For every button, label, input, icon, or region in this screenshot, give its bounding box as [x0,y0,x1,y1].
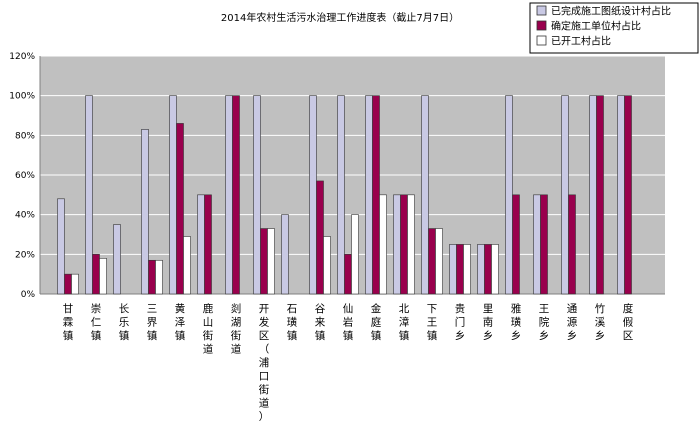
x-category-label: 贵门乡 [455,302,466,342]
bars [57,95,632,295]
bar [421,95,429,295]
legend-swatch [536,20,547,31]
bar [400,194,408,295]
x-category-label: 下王镇 [427,303,438,342]
bar [99,257,107,295]
bar [449,244,457,295]
chart-title: 2014年农村生活污水治理工作进度表（截止7月7日） [221,11,459,24]
bar [463,244,471,295]
bar [337,95,345,295]
bar [505,95,513,295]
bar [316,180,324,295]
bar [533,194,541,295]
bar [596,95,604,295]
bar [169,95,177,295]
x-category-label: 雅璜乡 [511,302,522,342]
x-category-label: 开发区（浦口街道） [259,303,270,423]
legend-label: 已开工村占比 [551,35,611,48]
bar [85,95,93,295]
x-category-label: 北漳镇 [399,303,410,342]
bar [379,194,387,295]
bar [393,194,401,295]
x-category-label: 度假区 [623,302,634,342]
x-category-label: 通源乡 [567,303,578,342]
x-category-label: 谷来镇 [315,303,326,342]
legend-swatch [536,35,547,46]
bar [435,228,443,295]
x-category-label: 里南乡 [483,303,494,342]
x-category-label: 鹿山街道 [203,302,214,356]
bar [351,214,359,295]
bar [183,236,191,295]
bar [456,244,464,295]
legend-box [529,2,699,54]
bar [477,244,485,295]
legend-label: 确定施工单位村占比 [551,20,641,33]
x-category-label: 仙岩镇 [343,302,354,342]
x-category-label: 剡湖街道 [231,302,242,356]
bar [428,228,436,295]
bar [365,95,373,295]
bar [64,273,72,295]
bar [71,273,79,295]
bar [540,194,548,295]
x-category-label: 王院乡 [539,303,550,342]
y-tick-label: 0% [21,290,36,300]
bar [176,123,184,295]
bar [484,244,492,295]
bar [281,214,289,295]
bar [113,224,121,295]
bar [267,228,275,295]
bar [141,129,149,295]
bar [57,198,65,295]
bar [148,259,156,295]
y-tick-label: 100% [9,92,35,102]
legend-label: 已完成施工图纸设计村占比 [551,5,671,18]
bar [512,194,520,295]
bar [589,95,597,295]
bar [204,194,212,295]
legend-swatch [536,5,547,16]
bar [372,95,380,295]
x-category-label: 三界镇 [147,303,158,342]
bar [309,95,317,295]
bar [92,254,100,295]
bar [260,228,268,295]
x-axis: 甘霖镇 崇仁镇 长乐镇 三界镇 黄泽镇 鹿山街道 剡湖街道 开发区（浦口街道） 石璜镇 谷来镇 仙岩… [63,302,634,423]
x-category-label: 石璜镇 [287,303,298,342]
y-tick-label: 40% [15,211,35,221]
y-tick-label: 80% [15,131,35,141]
bar [323,236,331,295]
bar [624,95,632,295]
x-category-label: 崇仁镇 [91,303,102,342]
bar [491,244,499,295]
bar [561,95,569,295]
bar [197,194,205,295]
bar [344,254,352,295]
x-category-label: 金庭镇 [371,302,382,342]
x-category-label: 甘霖镇 [63,302,74,342]
y-tick-label: 20% [15,250,35,260]
bar [225,95,233,295]
bar [232,95,240,295]
y-tick-label: 120% [9,52,35,62]
x-category-label: 竹溪乡 [595,302,606,342]
y-tick-label: 60% [15,171,35,181]
bar [568,194,576,295]
x-category-label: 长乐镇 [119,303,130,342]
bar [617,95,625,295]
bar [155,259,163,295]
bar [407,194,415,295]
bar [253,95,261,295]
x-category-label: 黄泽镇 [175,302,186,342]
